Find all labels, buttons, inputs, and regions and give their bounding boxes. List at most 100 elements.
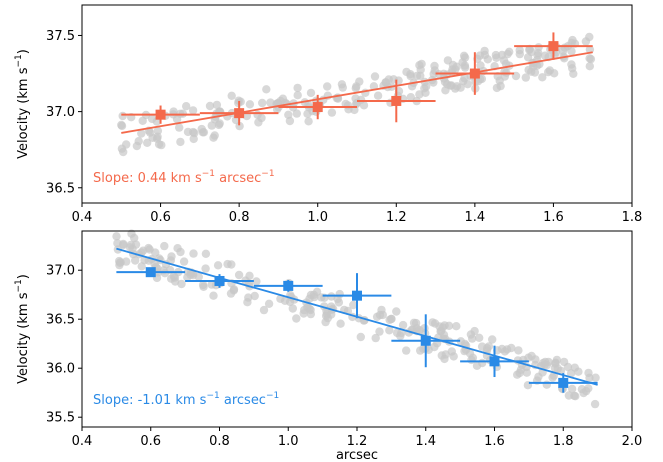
background-sample-point bbox=[356, 332, 365, 342]
background-sample-point bbox=[435, 322, 444, 331]
x-tick-label: 0.8 bbox=[209, 434, 230, 449]
background-sample-point bbox=[385, 326, 394, 335]
background-sample-point bbox=[159, 266, 168, 275]
slope-annotation-mid: arcsec bbox=[215, 171, 261, 186]
background-sample-point bbox=[570, 391, 579, 400]
background-sample-point bbox=[264, 299, 274, 308]
background-sample-point bbox=[122, 257, 131, 266]
background-sample-point bbox=[175, 123, 184, 132]
background-sample-point bbox=[459, 51, 469, 60]
binned-point bbox=[214, 275, 225, 286]
background-sample-point bbox=[525, 45, 534, 55]
background-sample-point bbox=[245, 100, 255, 109]
background-sample-point bbox=[182, 102, 191, 111]
x-tick-label: 0.4 bbox=[72, 210, 93, 225]
background-sample-point bbox=[544, 67, 553, 77]
y-axis-label: Velocity (km s−1) bbox=[14, 49, 31, 159]
background-sample-point bbox=[591, 373, 600, 382]
background-sample-point bbox=[411, 318, 421, 328]
background-sample-point bbox=[138, 116, 147, 126]
background-sample-point bbox=[349, 300, 358, 310]
background-sample-point bbox=[243, 298, 252, 307]
x-tick-label: 1.0 bbox=[278, 434, 299, 449]
y-axis-label-text: Velocity (km s bbox=[16, 67, 31, 159]
background-sample-point bbox=[234, 270, 244, 280]
background-sample-point bbox=[542, 380, 551, 389]
background-sample-point bbox=[167, 274, 176, 283]
background-sample-point bbox=[398, 320, 408, 330]
background-sample-point bbox=[452, 322, 461, 331]
background-sample-point bbox=[560, 43, 569, 52]
background-sample-point bbox=[179, 257, 189, 266]
slope-annotation-sup1: −1 bbox=[202, 169, 215, 179]
x-tick-label: 1.2 bbox=[347, 434, 368, 449]
background-sample-point bbox=[223, 259, 232, 269]
background-sample-point bbox=[148, 133, 157, 142]
background-sample-point bbox=[448, 60, 458, 70]
background-sample-point bbox=[534, 43, 543, 52]
background-sample-point bbox=[176, 137, 185, 147]
background-sample-point bbox=[336, 319, 345, 328]
background-sample-point bbox=[514, 346, 523, 355]
background-sample-point bbox=[118, 111, 127, 121]
background-sample-point bbox=[566, 369, 576, 378]
slope-annotation: Slope: -1.01 km s−1 arcsec−1 bbox=[93, 391, 279, 408]
y-axis-label-text: Velocity (km s bbox=[16, 292, 31, 384]
fit-line-layer bbox=[121, 51, 593, 134]
x-tick-label: 1.6 bbox=[543, 210, 564, 225]
y-tick-label: 36.5 bbox=[46, 313, 75, 328]
bottom-velocity-panel: 0.4 0.6 0.8 1.0 1.2 1.4 1.6 1.8 2.0 35.5 36.0 36.5 3… bbox=[14, 229, 642, 462]
background-sample-point bbox=[584, 384, 593, 393]
background-sample-point bbox=[412, 71, 422, 81]
x-tick-label: 1.2 bbox=[386, 210, 407, 225]
x-tick-label: 1.6 bbox=[484, 434, 505, 449]
background-sample-point bbox=[201, 249, 211, 258]
background-sample-point bbox=[444, 321, 454, 330]
binned-point bbox=[352, 290, 362, 301]
background-sample-point bbox=[303, 109, 312, 119]
x-tick-label: 0.8 bbox=[229, 210, 250, 225]
background-sample-point bbox=[460, 73, 469, 83]
background-sample-point bbox=[177, 279, 186, 289]
background-sample-point bbox=[581, 37, 591, 46]
background-sample-point bbox=[483, 55, 492, 64]
background-sample-point bbox=[147, 114, 157, 124]
background-sample-point bbox=[288, 304, 297, 313]
background-sample-point bbox=[563, 362, 573, 372]
background-sample-point bbox=[143, 138, 152, 147]
background-sample-point bbox=[540, 51, 550, 60]
background-sample-point bbox=[406, 72, 415, 81]
background-sample-point bbox=[257, 113, 266, 123]
x-tick-label: 1.8 bbox=[553, 434, 574, 449]
background-sample-point bbox=[492, 83, 502, 93]
background-sample-point bbox=[198, 280, 208, 290]
axis-ticks: 0.4 0.6 0.8 1.0 1.2 1.4 1.6 1.8 2.0 35.5 36.0 36.5 3… bbox=[46, 264, 642, 449]
background-sample-point bbox=[475, 333, 484, 342]
y-tick-label: 37.0 bbox=[46, 264, 75, 279]
background-sample-point bbox=[378, 310, 387, 320]
binned-point bbox=[312, 102, 323, 113]
x-tick-label: 1.8 bbox=[622, 210, 643, 225]
background-sample-point bbox=[160, 241, 169, 251]
x-tick-label: 0.6 bbox=[150, 210, 171, 225]
y-tick-label: 37.0 bbox=[46, 105, 75, 120]
background-sample-point bbox=[472, 361, 482, 370]
background-sample-point bbox=[567, 47, 576, 56]
y-tick-label: 35.5 bbox=[46, 411, 75, 426]
x-tick-label: 0.4 bbox=[72, 434, 93, 449]
background-sample-point bbox=[488, 335, 497, 344]
binned-point bbox=[145, 267, 156, 278]
background-sample-point bbox=[449, 352, 458, 361]
x-axis-label: arcsec bbox=[336, 448, 378, 462]
background-sample-point bbox=[201, 264, 210, 273]
background-sample-point bbox=[568, 64, 577, 73]
slope-annotation-sup2: −1 bbox=[266, 391, 279, 401]
background-sample-point bbox=[190, 128, 199, 138]
background-sample-point bbox=[369, 82, 379, 91]
background-sample-point bbox=[205, 101, 215, 111]
y-tick-label: 37.5 bbox=[46, 29, 75, 44]
background-sample-point bbox=[188, 106, 198, 115]
binned-points-layer bbox=[116, 267, 598, 393]
background-sample-point bbox=[215, 119, 224, 128]
